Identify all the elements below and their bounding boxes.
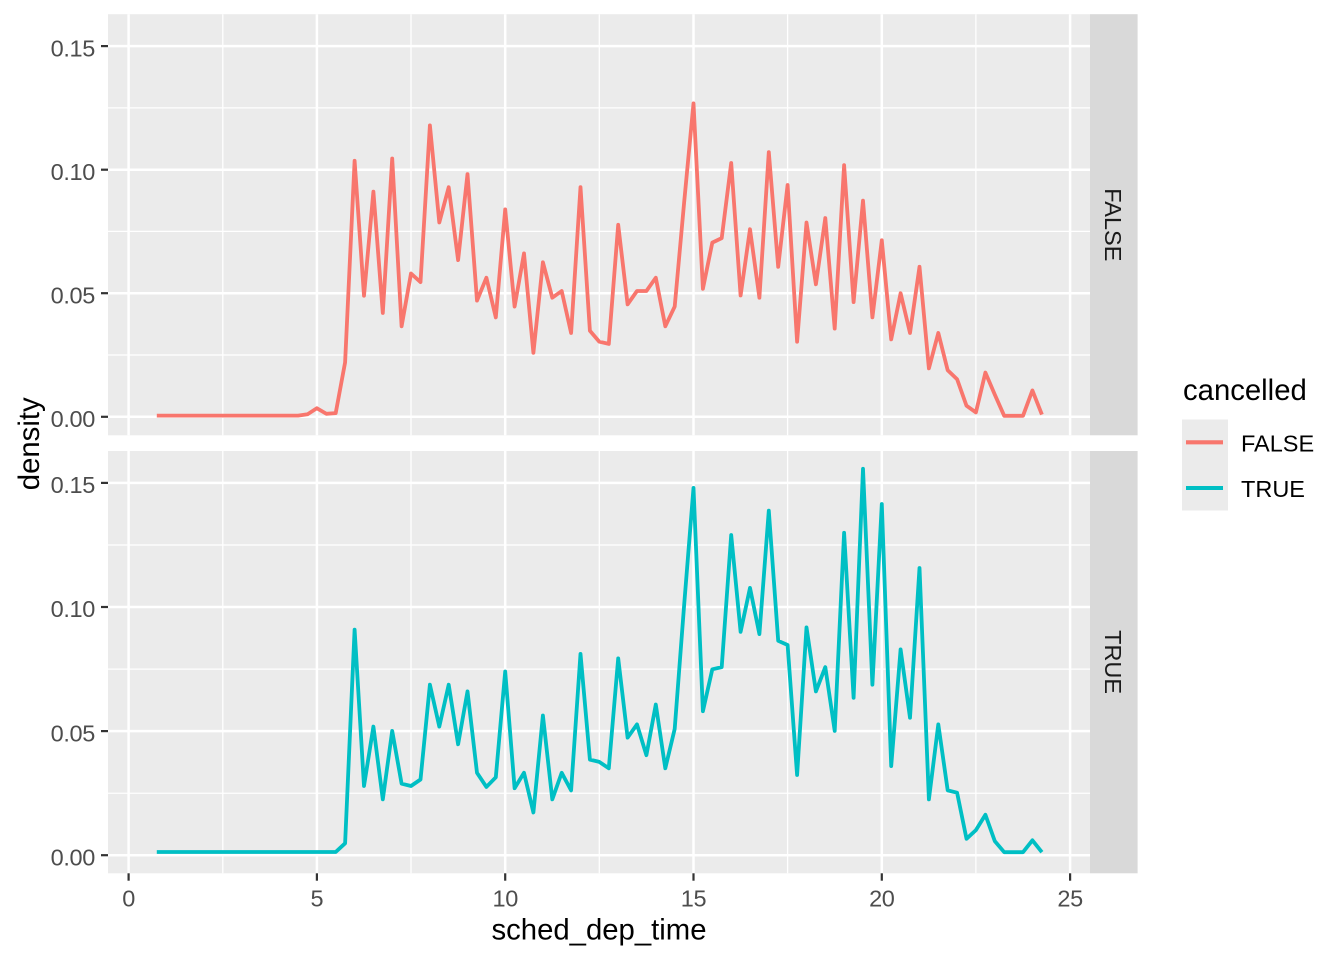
svg-text:0.10: 0.10 xyxy=(51,159,96,185)
svg-text:sched_dep_time: sched_dep_time xyxy=(492,913,707,946)
svg-text:0.15: 0.15 xyxy=(51,35,96,61)
svg-text:5: 5 xyxy=(311,885,324,911)
svg-text:0: 0 xyxy=(122,885,135,911)
svg-text:0.10: 0.10 xyxy=(51,596,96,622)
svg-text:FALSE: FALSE xyxy=(1100,188,1126,261)
svg-text:0.15: 0.15 xyxy=(51,472,96,498)
svg-text:FALSE: FALSE xyxy=(1241,431,1314,457)
svg-text:0.05: 0.05 xyxy=(51,282,96,308)
svg-text:TRUE: TRUE xyxy=(1241,476,1305,502)
svg-text:20: 20 xyxy=(869,885,895,911)
svg-text:0.05: 0.05 xyxy=(51,720,96,746)
svg-text:0.00: 0.00 xyxy=(51,406,96,432)
svg-text:TRUE: TRUE xyxy=(1100,630,1126,694)
svg-text:10: 10 xyxy=(492,885,518,911)
svg-text:15: 15 xyxy=(681,885,707,911)
svg-text:0.00: 0.00 xyxy=(51,844,96,870)
svg-text:density: density xyxy=(13,397,46,490)
svg-text:25: 25 xyxy=(1057,885,1083,911)
svg-text:cancelled: cancelled xyxy=(1183,374,1307,407)
